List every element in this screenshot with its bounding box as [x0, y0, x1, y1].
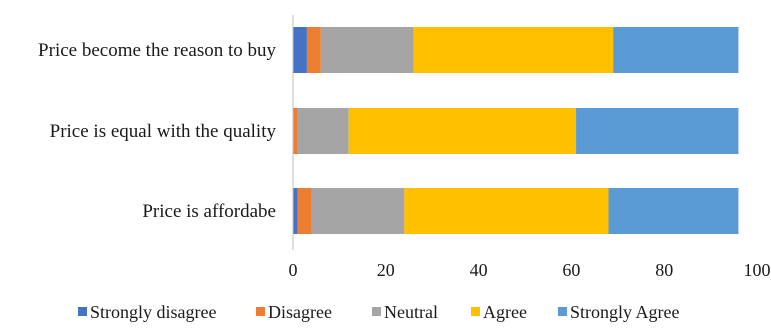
category-label: Price is affordabe: [142, 201, 276, 222]
bar-segment: [293, 188, 298, 234]
legend-label: Disagree: [268, 302, 332, 322]
legend-label: Neutral: [384, 302, 438, 322]
bar-segment: [608, 188, 739, 234]
bar-segment: [413, 27, 614, 73]
x-tick-label: 80: [655, 260, 673, 280]
legend: Strongly disagree Disagree Neutral Agree Str…: [78, 302, 680, 322]
x-tick-label: 40: [470, 260, 488, 280]
bar-segment: [293, 108, 298, 154]
bar-segment: [297, 188, 312, 234]
legend-swatch: [256, 307, 265, 316]
bar-segment: [306, 27, 321, 73]
bar-segment: [404, 188, 609, 234]
legend-label: Strongly disagree: [90, 302, 216, 322]
bars-layer: [293, 27, 739, 234]
legend-swatch: [78, 307, 87, 316]
bar-segment: [297, 108, 349, 154]
bar-segment: [613, 27, 739, 73]
x-tick-label: 100: [744, 260, 771, 280]
bar-segment: [320, 27, 414, 73]
category-label: Price become the reason to buy: [38, 40, 276, 61]
x-tick-label: 0: [289, 260, 298, 280]
legend-swatch: [372, 307, 381, 316]
bar-segment: [348, 108, 577, 154]
category-label: Price is equal with the quality: [50, 121, 277, 142]
x-tick-label: 20: [377, 260, 395, 280]
x-tick-labels: 0 20 40 60 80 100: [289, 260, 771, 280]
legend-label: Agree: [483, 302, 527, 322]
bar-segment: [293, 27, 307, 73]
legend-swatch: [471, 307, 480, 316]
bar-segment: [576, 108, 739, 154]
category-labels: Price become the reason to buy Price is e…: [38, 40, 276, 222]
x-tick-label: 60: [562, 260, 580, 280]
legend-label: Strongly Agree: [570, 302, 680, 322]
bar-segment: [311, 188, 405, 234]
legend-swatch: [558, 307, 567, 316]
